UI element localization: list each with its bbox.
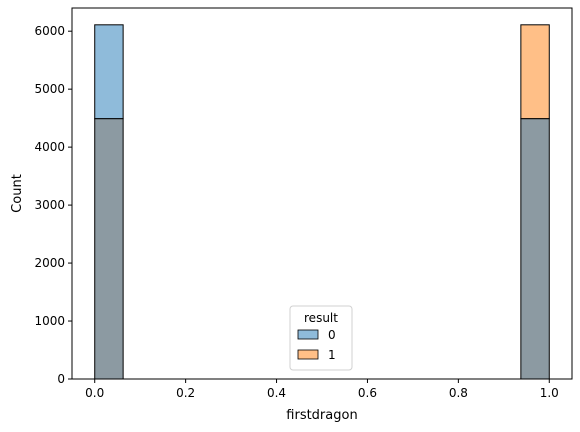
x-tick-label-4: 0.8: [449, 386, 468, 400]
legend-swatch-1: [297, 349, 319, 360]
y-tick-label-5: 5000: [34, 82, 65, 96]
legend-label-0: 0: [328, 328, 336, 342]
y-tick-label-6: 6000: [34, 24, 65, 38]
x-tick-label-3: 0.6: [358, 386, 377, 400]
legend-swatch-0: [297, 329, 319, 340]
x-tick-label-2: 0.4: [267, 386, 286, 400]
y-axis-ticks: 0 1000 2000 3000 4000 5000 6000: [34, 24, 72, 386]
x-axis-ticks: 0.0 0.2 0.4 0.6 0.8 1.0: [85, 379, 559, 400]
bar-overlap-bin-0: [94, 118, 124, 380]
bar-1-bin-1: [520, 24, 550, 120]
y-tick-label-1: 1000: [34, 314, 65, 328]
y-tick-label-0: 0: [57, 372, 65, 386]
legend-title: result: [304, 311, 338, 325]
legend-label-1: 1: [328, 348, 336, 362]
x-axis-label: firstdragon: [286, 408, 357, 423]
y-tick-label-4: 4000: [34, 140, 65, 154]
plot-frame: [71, 7, 573, 380]
x-tick-label-5: 1.0: [540, 386, 559, 400]
bar-overlap-bin-1: [520, 118, 550, 380]
x-tick-label-0: 0.0: [85, 386, 104, 400]
y-axis-label: Count: [10, 174, 25, 213]
bars-layer: [94, 24, 550, 380]
x-tick-label-1: 0.2: [176, 386, 195, 400]
y-tick-label-2: 2000: [34, 256, 65, 270]
legend: result 0 1: [289, 305, 353, 371]
bar-0-bin-0: [94, 24, 124, 120]
y-tick-label-3: 3000: [34, 198, 65, 212]
